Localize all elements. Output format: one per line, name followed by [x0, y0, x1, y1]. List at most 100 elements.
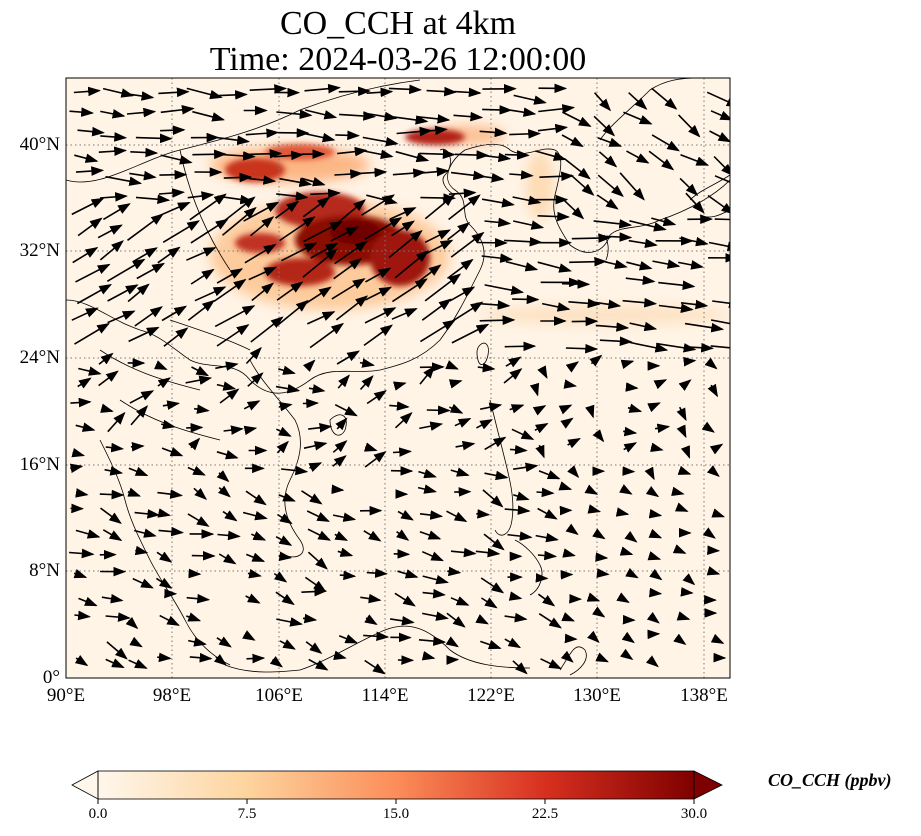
- wind-arrow: [710, 345, 730, 349]
- wind-arrow: [680, 154, 710, 166]
- wind-arrow: [98, 146, 127, 157]
- wind-arrow: [242, 630, 256, 641]
- wind-arrow: [301, 586, 328, 597]
- wind-arrow: [69, 107, 94, 117]
- wind-arrow: [215, 361, 239, 371]
- wind-arrow: [562, 198, 585, 220]
- wind-arrow: [481, 198, 515, 208]
- wind-arrow: [656, 342, 697, 353]
- wind-arrow: [587, 504, 602, 514]
- wind-arrow: [451, 301, 484, 322]
- wind-arrow: [361, 194, 395, 216]
- wind-arrow: [160, 105, 195, 115]
- wind-arrow: [596, 194, 619, 210]
- wind-arrow: [391, 278, 428, 303]
- wind-arrow: [503, 368, 523, 384]
- wind-arrow: [359, 358, 375, 368]
- wind-arrow: [302, 359, 316, 372]
- wind-arrow: [216, 450, 239, 460]
- wind-arrow: [449, 286, 476, 302]
- wind-arrow: [504, 341, 537, 352]
- wind-arrow: [683, 356, 697, 367]
- wind-arrow: [711, 508, 726, 518]
- wind-arrow: [570, 174, 595, 196]
- wind-arrow: [162, 220, 200, 243]
- wind-arrow: [100, 109, 126, 119]
- wind-arrow: [599, 336, 633, 347]
- wind-arrow: [128, 326, 160, 343]
- wind-arrow: [74, 153, 99, 163]
- wind-arrow: [450, 467, 470, 477]
- wind-arrow: [276, 513, 293, 525]
- wind-arrow: [159, 170, 188, 180]
- wind-arrow: [187, 465, 206, 476]
- wind-arrow: [392, 447, 412, 457]
- wind-arrow: [594, 92, 612, 112]
- wind-arrow: [476, 509, 491, 519]
- wind-arrow: [129, 636, 143, 648]
- wind-arrow: [504, 505, 531, 515]
- wind-arrow: [75, 263, 111, 283]
- wind-arrow: [561, 134, 584, 147]
- wind-arrow: [482, 105, 513, 115]
- wind-arrow: [162, 400, 180, 410]
- wind-arrow: [128, 466, 149, 477]
- wind-arrow: [714, 218, 730, 221]
- wind-arrow: [537, 365, 548, 379]
- wind-arrow: [310, 188, 341, 199]
- wind-arrow: [129, 91, 155, 101]
- wind-arrow: [426, 405, 451, 416]
- wind-arrow: [362, 136, 399, 147]
- wind-arrow: [245, 593, 261, 604]
- wind-arrow: [273, 150, 304, 161]
- wind-arrow: [250, 531, 267, 541]
- wind-arrow: [592, 528, 606, 540]
- wind-arrow: [480, 402, 503, 412]
- wind-arrow: [598, 232, 633, 242]
- wind-arrow: [276, 440, 289, 454]
- wind-arrow: [707, 383, 718, 398]
- wind-arrow: [128, 659, 148, 669]
- wind-arrow: [219, 388, 240, 404]
- wind-arrow: [394, 250, 429, 279]
- wind-arrow: [419, 510, 444, 520]
- wind-arrow: [509, 129, 541, 139]
- wind-arrow: [678, 260, 704, 270]
- wind-arrow: [161, 447, 184, 457]
- wind-arrow: [78, 366, 102, 376]
- wind-arrow: [69, 548, 95, 559]
- wind-arrow: [132, 577, 154, 589]
- wind-arrow: [365, 267, 392, 283]
- wind-arrow: [157, 377, 172, 389]
- wind-arrow: [532, 405, 547, 416]
- wind-arrow: [245, 346, 262, 365]
- wind-arrow: [565, 523, 579, 536]
- wind-arrow: [279, 639, 296, 650]
- wind-arrow: [450, 231, 485, 258]
- wind-arrow: [363, 530, 382, 542]
- wind-arrow: [535, 573, 549, 583]
- wind-arrow: [615, 507, 630, 517]
- wind-arrow: [279, 216, 316, 242]
- wind-arrow: [98, 370, 119, 387]
- wind-arrow: [567, 438, 581, 449]
- wind-arrow: [706, 91, 730, 107]
- wind-arrow: [652, 259, 681, 269]
- wind-arrow: [534, 423, 549, 434]
- wind-arrow: [535, 150, 567, 161]
- wind-arrow: [276, 191, 309, 201]
- wind-arrow: [332, 512, 357, 522]
- wind-arrow: [619, 484, 633, 495]
- wind-arrow: [509, 444, 528, 455]
- wind-arrow: [645, 485, 660, 498]
- wind-arrow: [157, 246, 181, 264]
- wind-arrow: [278, 551, 293, 562]
- wind-arrow: [394, 592, 416, 607]
- wind-arrow: [589, 354, 603, 367]
- wind-arrow: [677, 465, 692, 475]
- wind-arrow: [422, 574, 449, 585]
- wind-arrow: [279, 177, 313, 188]
- wind-arrow: [301, 490, 323, 505]
- wind-arrow: [216, 470, 230, 483]
- wind-arrow: [484, 470, 509, 481]
